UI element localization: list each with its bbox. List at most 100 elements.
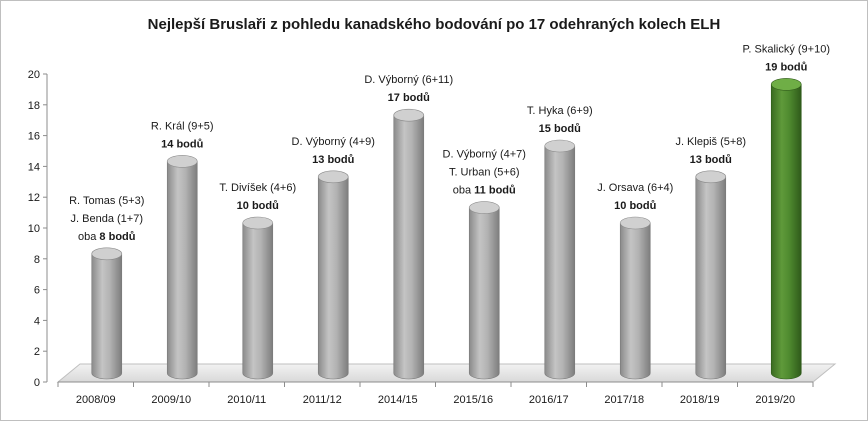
bar-2009-10 xyxy=(166,155,198,380)
bar-2011-12 xyxy=(317,170,349,380)
data-label-line: 13 bodů xyxy=(690,154,732,166)
data-label-2017-18: J. Orsava (6+4) 10 bodů xyxy=(597,182,673,212)
bar-2018-19 xyxy=(695,170,727,380)
data-label-line: T. Hyka (6+9) xyxy=(527,105,593,117)
data-label-value: 10 bodů xyxy=(614,200,656,212)
y-tick-label: 16 xyxy=(28,131,40,143)
data-label-text: D. Výborný (4+7) xyxy=(443,149,526,161)
bar-body xyxy=(544,145,576,380)
bar-top xyxy=(695,170,727,184)
data-label-2008-09: R. Tomas (5+3) J. Benda (1+7) oba 8 bodů xyxy=(69,195,144,243)
x-tick-label: 2017/18 xyxy=(604,394,644,406)
bar-body xyxy=(166,161,198,380)
data-label-2009-10: R. Král (9+5) 14 bodů xyxy=(151,120,214,150)
data-label-value: 19 bodů xyxy=(765,61,807,73)
bar-top xyxy=(393,108,425,122)
bar-body xyxy=(770,84,802,380)
y-tick-label: 18 xyxy=(28,100,40,112)
bar-body xyxy=(393,114,425,380)
data-label-value: 15 bodů xyxy=(539,123,581,135)
data-label-2010-11: T. Divíšek (4+6) 10 bodů xyxy=(219,182,296,212)
data-label-text: T. Divíšek (4+6) xyxy=(219,182,296,194)
data-label-line: 10 bodů xyxy=(614,200,656,212)
bars-layer xyxy=(91,78,802,380)
data-label-line: P. Skalický (9+10) xyxy=(742,43,830,55)
data-label-2014-15: D. Výborný (6+11) 17 bodů xyxy=(364,74,453,104)
data-label-line: D. Výborný (4+9) xyxy=(292,136,375,148)
data-label-value: 13 bodů xyxy=(690,154,732,166)
data-label-2015-16: D. Výborný (4+7) T. Urban (5+6) oba 11 bod… xyxy=(443,149,526,197)
data-label-value: 17 bodů xyxy=(388,92,430,104)
bar-top xyxy=(166,155,198,168)
data-label-text: R. Tomas (5+3) xyxy=(69,195,144,207)
data-label-text: J. Benda (1+7) xyxy=(71,213,143,225)
data-label-text: D. Výborný (6+11) xyxy=(364,74,453,86)
bar-body xyxy=(317,176,349,380)
y-tick-label: 6 xyxy=(34,285,40,297)
bar-top xyxy=(619,216,651,230)
data-label-line: T. Urban (5+6) xyxy=(449,167,520,179)
bar-body xyxy=(619,222,651,380)
data-label-value: 11 bodů xyxy=(474,185,516,197)
x-tick-label: 2009/10 xyxy=(151,394,191,406)
data-label-value: 10 bodů xyxy=(237,200,279,212)
bar-2019-20 xyxy=(770,78,802,380)
data-label-line: oba 8 bodů xyxy=(78,231,135,243)
data-label-line: 14 bodů xyxy=(161,138,203,150)
bar-top xyxy=(317,170,349,184)
bar-top xyxy=(770,78,802,91)
data-label-2018-19: J. Klepiš (5+8) 13 bodů xyxy=(675,136,746,166)
x-tick-label: 2011/12 xyxy=(303,394,342,406)
data-label-value: 14 bodů xyxy=(161,138,203,150)
bar-body xyxy=(91,253,123,380)
data-label-text: J. Klepiš (5+8) xyxy=(675,136,746,148)
y-tick-label: 0 xyxy=(34,377,40,389)
x-tick-label: 2016/17 xyxy=(529,394,569,406)
y-tick-label: 10 xyxy=(28,223,40,235)
bar-body xyxy=(468,207,500,380)
x-tick-label: 2008/09 xyxy=(76,394,116,406)
data-label-line: R. Král (9+5) xyxy=(151,120,214,132)
data-label-text: T. Urban (5+6) xyxy=(449,167,520,179)
bar-top xyxy=(242,216,274,230)
x-tick-label: 2019/20 xyxy=(755,394,795,406)
data-label-2011-12: D. Výborný (4+9) 13 bodů xyxy=(292,136,375,166)
y-tick-label: 14 xyxy=(28,161,40,173)
data-label-2019-20: P. Skalický (9+10) 19 bodů xyxy=(742,43,830,73)
data-label-text: J. Orsava (6+4) xyxy=(597,182,673,194)
y-tick-label: 12 xyxy=(28,192,40,204)
y-tick-label: 20 xyxy=(28,69,40,81)
bar-top xyxy=(544,139,576,153)
x-tick-label: 2014/15 xyxy=(378,394,418,406)
data-label-text: R. Král (9+5) xyxy=(151,120,214,132)
data-label-text: P. Skalický (9+10) xyxy=(742,43,830,55)
x-tick-label: 2010/11 xyxy=(227,394,266,406)
bar-top xyxy=(91,247,123,261)
y-tick-label: 2 xyxy=(34,346,40,358)
data-label-line: 15 bodů xyxy=(539,123,581,135)
bar-body xyxy=(242,222,274,380)
y-tick-label: 4 xyxy=(34,315,40,327)
data-label-line: 13 bodů xyxy=(312,154,354,166)
data-label-2016-17: T. Hyka (6+9) 15 bodů xyxy=(527,105,593,135)
data-label-text: oba xyxy=(78,231,99,243)
bar-body xyxy=(695,176,727,380)
data-label-line: D. Výborný (6+11) xyxy=(364,74,453,86)
data-label-line: J. Klepiš (5+8) xyxy=(675,136,746,148)
bar-2016-17 xyxy=(544,139,576,380)
data-labels-layer: R. Tomas (5+3)J. Benda (1+7)oba 8 bodůR.… xyxy=(69,43,830,242)
data-label-line: 19 bodů xyxy=(765,61,807,73)
data-label-line: R. Tomas (5+3) xyxy=(69,195,144,207)
chart-title: Nejlepší Bruslaři z pohledu kanadského b… xyxy=(148,16,721,33)
data-label-line: oba 11 bodů xyxy=(453,185,516,197)
x-tick-label: 2015/16 xyxy=(453,394,493,406)
data-label-line: J. Orsava (6+4) xyxy=(597,182,673,194)
bar-2017-18 xyxy=(619,216,651,380)
x-tick-label: 2018/19 xyxy=(680,394,720,406)
data-label-line: T. Divíšek (4+6) xyxy=(219,182,296,194)
bar-2010-11 xyxy=(242,216,274,380)
data-label-text: T. Hyka (6+9) xyxy=(527,105,593,117)
data-label-value: 13 bodů xyxy=(312,154,354,166)
